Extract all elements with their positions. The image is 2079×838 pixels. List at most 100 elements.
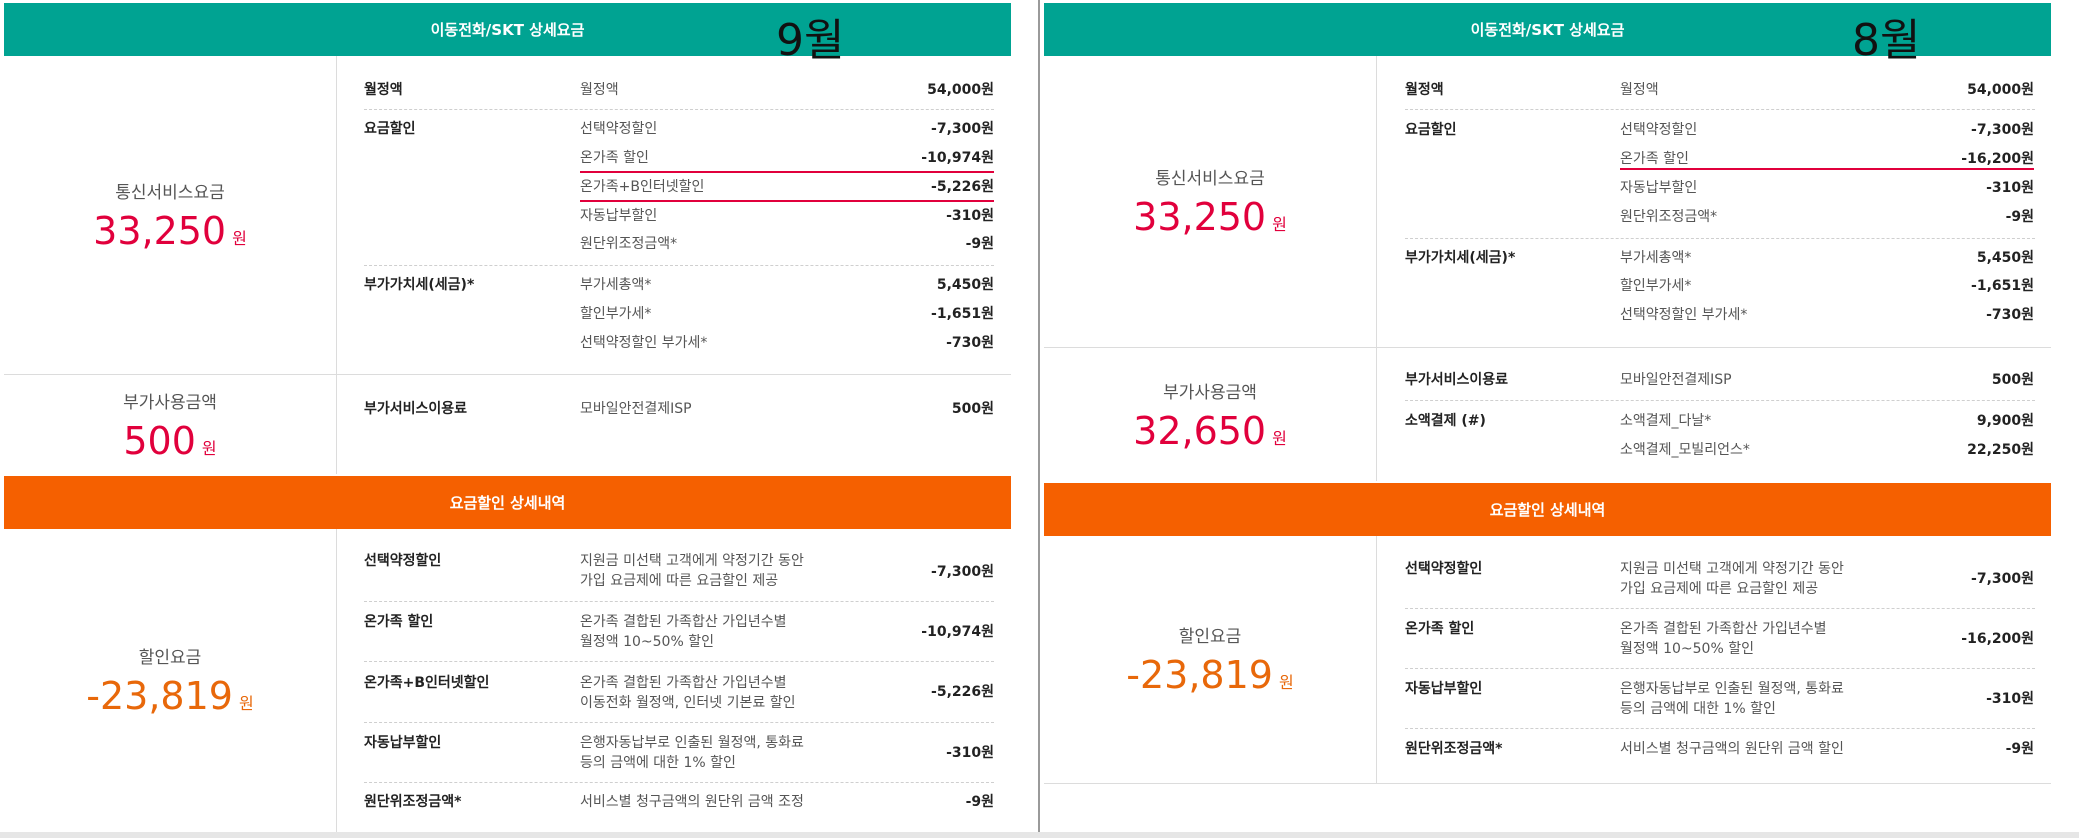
extra-summary: 부가사용금액 500 원 [4, 376, 336, 474]
discount-amount-unit: 원 [238, 694, 254, 713]
item-name: 부가세총액* [1620, 250, 1692, 266]
section-divider [1044, 347, 2051, 348]
item-amount: 5,450원 [936, 277, 994, 293]
column-divider [336, 56, 337, 474]
item-amount: -7,300원 [1971, 122, 2034, 138]
discount-desc: 은행자동납부로 인출된 월정액, 통화료 [580, 735, 804, 751]
discount-amount: -9원 [965, 794, 994, 810]
row-divider [1405, 109, 2035, 110]
item-name: 할인부가세* [1620, 278, 1692, 294]
bill-panel-september: 이동전화/SKT 상세요금 9월 통신서비스요금 33,250 원 부가사용금액… [0, 0, 1038, 838]
discount-desc: 서비스별 청구금액의 원단위 금액 조정 [580, 794, 804, 810]
item-amount: -5,226원 [931, 179, 994, 195]
section-divider [4, 374, 1011, 375]
discount-amount: -16,200원 [1961, 631, 2034, 647]
telecom-amount-unit: 원 [232, 228, 247, 248]
discount-desc: 온가족 결합된 가족합산 가입년수별 [580, 614, 787, 630]
item-name: 월정액 [580, 82, 619, 98]
item-name: 소액결제_다날* [1620, 413, 1712, 429]
extra-amount-unit: 원 [1272, 428, 1287, 448]
row-divider [364, 782, 994, 783]
discount-category: 원단위조정금액* [364, 794, 462, 810]
item-amount: 500원 [951, 401, 994, 417]
row-divider [364, 601, 994, 602]
row-divider [364, 722, 994, 723]
item-name: 월정액 [1620, 82, 1659, 98]
item-name: 자동납부할인 [1620, 180, 1698, 196]
discount-header-bar: 요금할인 상세내역 [1044, 483, 2051, 536]
item-amount: 5,450원 [1976, 250, 2034, 266]
discount-category: 온가족+B인터넷할인 [364, 675, 490, 691]
item-amount: -16,200원 [1961, 151, 2034, 167]
item-name: 모바일안전결제ISP [580, 401, 692, 417]
discount-amount: -310원 [1986, 691, 2034, 707]
discount-amount: -7,300원 [1971, 571, 2034, 587]
discount-label: 할인요금 [138, 648, 202, 668]
discount-header-title: 요금할인 상세내역 [1489, 501, 1606, 519]
telecom-amount-unit: 원 [1272, 214, 1287, 234]
item-amount: 9,900원 [1976, 413, 2034, 429]
category-label: 부가서비스이용료 [1405, 372, 1509, 388]
item-name: 선택약정할인 부가세* [1620, 307, 1748, 323]
month-label: 8월 [1852, 15, 1921, 66]
discount-amount: -10,974원 [921, 624, 994, 640]
category-label: 월정액 [364, 82, 403, 98]
telecom-amount: 33,250 원 [1133, 195, 1287, 239]
column-divider [1376, 56, 1377, 481]
telecom-label: 통신서비스요금 [115, 182, 225, 203]
panel-divider [1038, 0, 1040, 838]
discount-desc: 은행자동납부로 인출된 월정액, 통화료 [1620, 681, 1844, 697]
discount-desc: 등의 금액에 대한 1% 할인 [1620, 701, 1776, 717]
discount-desc: 가입 요금제에 따른 요금할인 제공 [580, 573, 779, 589]
highlight-underline [580, 171, 994, 173]
discount-desc: 지원금 미선택 고객에게 약정기간 동안 [580, 553, 804, 569]
item-name: 할인부가세* [580, 306, 652, 322]
discount-header-bar: 요금할인 상세내역 [4, 476, 1011, 529]
column-divider [336, 529, 337, 832]
telecom-summary: 통신서비스요금 33,250 원 [4, 56, 336, 374]
item-name: 선택약정할인 부가세* [580, 335, 708, 351]
item-amount: -730원 [1986, 307, 2034, 323]
category-label: 소액결제 (#) [1405, 413, 1486, 429]
discount-amount: -23,819 원 [1126, 653, 1293, 697]
telecom-amount-value: 33,250 [1133, 194, 1267, 239]
category-label: 부가가치세(세금)* [364, 277, 475, 293]
extra-label: 부가사용금액 [123, 392, 217, 413]
item-amount: -310원 [1986, 180, 2034, 196]
discount-desc: 월정액 10~50% 할인 [580, 634, 714, 650]
discount-amount-unit: 원 [1278, 672, 1294, 692]
extra-summary: 부가사용금액 32,650 원 [1044, 349, 1376, 481]
category-label: 부가가치세(세금)* [1405, 250, 1516, 266]
discount-desc: 지원금 미선택 고객에게 약정기간 동안 [1620, 561, 1844, 577]
telecom-summary: 통신서비스요금 33,250 원 [1044, 56, 1376, 346]
item-amount: -10,974원 [921, 150, 994, 166]
column-divider [1376, 536, 1377, 783]
row-divider [1405, 238, 2035, 239]
discount-category: 온가족 할인 [364, 614, 434, 630]
item-name: 원단위조정금액* [1620, 209, 1718, 225]
extra-label: 부가사용금액 [1163, 382, 1257, 403]
discount-desc: 등의 금액에 대한 1% 할인 [580, 755, 736, 771]
item-amount: 22,250원 [1967, 442, 2034, 458]
item-amount: -1,651원 [1971, 278, 2034, 294]
discount-amount: -9원 [2005, 741, 2034, 757]
discount-desc: 가입 요금제에 따른 요금할인 제공 [1620, 581, 1819, 597]
discount-category: 원단위조정금액* [1405, 741, 1503, 757]
discount-amount-value: -23,819 [1126, 652, 1273, 697]
discount-category: 자동납부할인 [1405, 681, 1483, 697]
discount-category: 선택약정할인 [1405, 561, 1483, 577]
row-divider [364, 265, 994, 266]
telecom-label: 통신서비스요금 [1155, 168, 1265, 189]
row-divider [1405, 668, 2035, 669]
bill-header-title: 이동전화/SKT 상세요금 [430, 21, 585, 39]
item-name: 모바일안전결제ISP [1620, 372, 1732, 388]
discount-amount: -23,819 원 [86, 674, 253, 718]
discount-summary: 할인요금 -23,819 원 [1044, 536, 1376, 782]
item-amount: -7,300원 [931, 121, 994, 137]
row-divider [1405, 400, 2035, 401]
item-name: 온가족 할인 [580, 150, 649, 166]
item-amount: -9원 [965, 236, 994, 252]
discount-label: 할인요금 [1178, 626, 1242, 647]
extra-amount: 32,650 원 [1133, 409, 1287, 453]
category-label: 요금할인 [364, 121, 416, 137]
